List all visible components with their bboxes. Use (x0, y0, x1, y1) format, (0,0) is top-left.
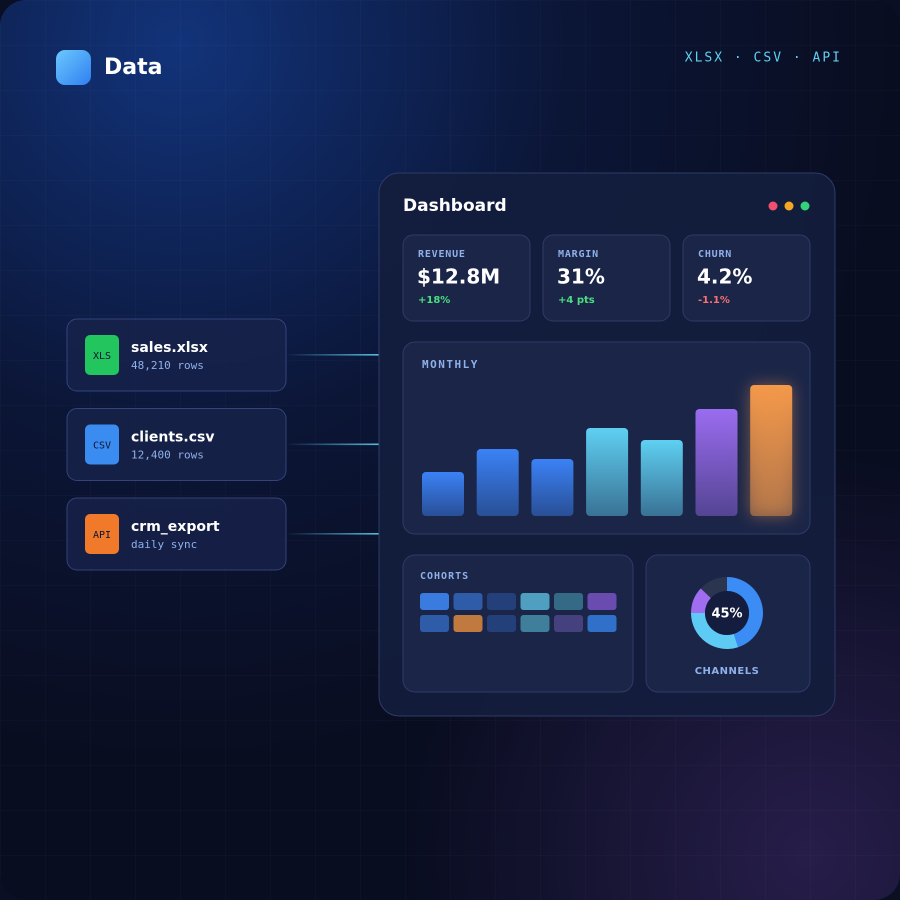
cohort-grid (420, 593, 617, 632)
cohort-cell (487, 615, 516, 632)
file-badge (85, 424, 119, 465)
file-badge-label: XLS (93, 351, 111, 362)
file-card (66, 318, 287, 392)
bar (476, 449, 519, 516)
kpi-value: 31% (557, 265, 605, 289)
donut-segment (691, 613, 739, 650)
kpi-row: REVENUE $12.8M +18% MARGIN 31% +4 pts CHURN 4.2… (402, 234, 811, 322)
kpi-label: MARGIN (558, 249, 599, 260)
kpi-delta: +4 pts (558, 295, 595, 306)
logo (56, 50, 91, 85)
cohort-cell (554, 615, 583, 632)
connector (286, 533, 379, 535)
kpi-card (402, 234, 531, 322)
cohort-cell (520, 593, 550, 610)
channels-title: CHANNELS (695, 666, 760, 677)
file-badge-label: CSV (93, 441, 111, 452)
file-name: sales.xlsx (131, 340, 208, 356)
bar (695, 409, 738, 516)
kpi-delta: -1.1% (698, 295, 730, 306)
cohort-cell (453, 593, 483, 610)
file-detail: 12,400 rows (131, 449, 204, 462)
bar (586, 428, 629, 516)
bar (640, 440, 683, 516)
kpi-delta: +18% (418, 295, 450, 306)
cohort-cell (453, 615, 483, 632)
donut-hole (705, 591, 749, 635)
file-detail: 48,210 rows (131, 359, 204, 372)
kpi-label: CHURN (698, 249, 732, 260)
file-detail: daily sync (131, 538, 197, 551)
kpi-label: REVENUE (418, 249, 466, 260)
bar (531, 459, 574, 516)
channels-donut (691, 577, 763, 650)
file-badge-label: API (93, 530, 111, 541)
source-tag: XLSX · CSV · API (685, 51, 842, 66)
kpi-card (542, 234, 671, 322)
cohort-cell (420, 615, 449, 632)
donut-segment (727, 577, 763, 648)
monthly-title: MONTHLY (422, 358, 479, 371)
cohorts-card (402, 554, 634, 693)
file-list: XLS sales.xlsx 48,210 rows CSV clients.csv 12… (66, 318, 379, 571)
file-card (66, 497, 287, 571)
cohorts-title: COHORTS (420, 571, 469, 582)
monthly-chart (422, 385, 793, 516)
bar (750, 385, 793, 516)
kpi-value: $12.8M (417, 265, 500, 289)
file-name: crm_export (131, 519, 220, 535)
cohort-cell (554, 593, 583, 610)
cohort-cell (520, 615, 550, 632)
donut-center-label: 45% (711, 607, 742, 622)
dashboard-title: Dashboard (403, 196, 507, 216)
file-badge (85, 335, 119, 375)
connector (286, 354, 379, 356)
kpi-card (682, 234, 811, 322)
cohort-cell (587, 593, 617, 610)
window-dot (800, 201, 810, 211)
donut-segment (691, 588, 711, 613)
file-card (66, 408, 287, 481)
cohort-cell (587, 615, 617, 632)
kpi-value: 4.2% (697, 265, 752, 289)
bar (422, 472, 464, 516)
file-name: clients.csv (131, 430, 214, 446)
connector (286, 443, 379, 446)
cohort-cell (487, 593, 516, 610)
window-dot (768, 201, 778, 211)
window-dot (784, 201, 794, 211)
file-badge (85, 514, 119, 554)
donut-segment (700, 577, 727, 598)
app-title: Data (104, 55, 162, 80)
cohort-cell (420, 593, 449, 610)
